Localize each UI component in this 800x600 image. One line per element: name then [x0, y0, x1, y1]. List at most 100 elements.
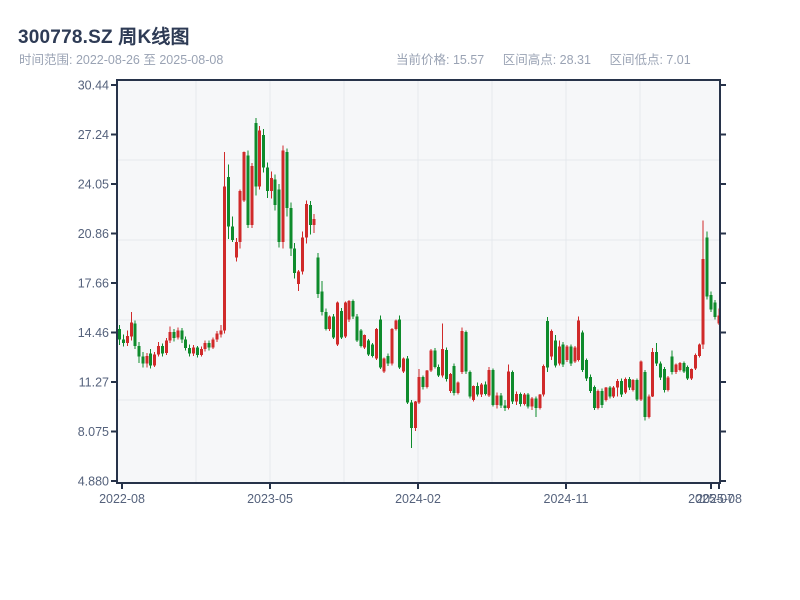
candle-body [678, 362, 682, 370]
candle-body [129, 322, 133, 337]
candle-body [530, 398, 534, 407]
candle-body [273, 179, 277, 205]
candle-body [390, 328, 394, 364]
candle-body [149, 353, 153, 366]
candle-body [382, 358, 386, 372]
candle-body [522, 394, 526, 404]
candle-body [491, 369, 495, 405]
candle-body [125, 335, 129, 343]
y-axis-label: 14.46 [78, 326, 109, 340]
candle-body [406, 358, 410, 403]
candle-body [378, 319, 382, 368]
candle-body [507, 371, 511, 408]
stat-range-high: 区间高点: 28.31 [502, 53, 591, 67]
stats-row: 当前价格: 15.57 区间高点: 28.31 区间低点: 7.01 [396, 49, 706, 68]
candle-body [553, 340, 557, 366]
candle-body [153, 354, 157, 366]
candle-body [246, 155, 250, 226]
candle-body [300, 237, 304, 272]
candle-body [402, 358, 406, 372]
candle-body [697, 344, 701, 356]
candle-body [635, 379, 639, 400]
candle-body [289, 208, 293, 249]
candle-body [316, 257, 320, 294]
candle-body [464, 331, 468, 372]
candle-body [444, 349, 448, 380]
candle-body [655, 352, 659, 364]
y-axis-label: 4.880 [78, 475, 109, 489]
candle-body [223, 186, 227, 331]
candle-body [433, 350, 437, 367]
candle-body [203, 342, 207, 349]
candle-body [250, 166, 254, 226]
candle-body [705, 237, 709, 297]
x-axis-label: 2024-11 [544, 492, 589, 506]
candle-body [604, 387, 608, 401]
candle-body [546, 321, 550, 368]
candle-body [192, 347, 196, 354]
y-axis-label: 17.66 [78, 277, 109, 291]
candle-body [304, 204, 308, 238]
candle-body [308, 204, 312, 226]
candle-body [542, 366, 546, 395]
candle-body [526, 394, 530, 407]
candle-body [238, 190, 242, 243]
candle-body [293, 248, 297, 274]
candle-body [643, 372, 647, 418]
y-axis-label: 20.86 [78, 227, 109, 241]
candle-body [297, 271, 301, 284]
candle-body [425, 370, 429, 387]
y-axis-label: 11.27 [79, 376, 109, 390]
candle-body [320, 291, 324, 312]
candle-body [592, 386, 596, 408]
candle-body [176, 330, 180, 338]
x-axis-label: 2022-08 [99, 492, 145, 506]
candle-body [258, 130, 262, 187]
candle-body [324, 311, 328, 329]
candle-body [335, 302, 339, 345]
candle-body [409, 402, 413, 429]
candle-body [686, 366, 690, 379]
candle-body [608, 387, 612, 397]
candle-body [639, 361, 643, 400]
candle-body [265, 167, 269, 191]
candle-body [690, 369, 694, 379]
candle-body [371, 344, 375, 356]
candle-body [137, 345, 141, 357]
candle-body [623, 379, 627, 393]
candle-body [647, 396, 651, 418]
candle-body [670, 356, 674, 373]
candle-body [472, 386, 476, 401]
x-axis-label: 2025-08 [696, 492, 742, 506]
candle-body [713, 302, 717, 318]
candle-body [281, 150, 285, 243]
candle-body [631, 379, 635, 391]
candle-wick [617, 379, 619, 397]
candle-body [479, 384, 483, 395]
candle-body [460, 331, 464, 373]
candle-body [180, 330, 184, 340]
candle-body [343, 302, 347, 337]
candle-body [577, 320, 581, 360]
candle-body [219, 330, 223, 335]
candle-body [549, 331, 553, 357]
candle-body [662, 369, 666, 391]
candle-body [441, 349, 445, 376]
candle-body [538, 394, 542, 408]
candle-body [164, 340, 168, 353]
candle-body [701, 259, 705, 345]
candle-body [242, 152, 246, 201]
candle-body [227, 177, 231, 227]
candle-body [211, 339, 215, 348]
candle-body [709, 294, 713, 310]
candle-body [398, 319, 402, 368]
page-title: 300778.SZ 周K线图 [18, 27, 190, 48]
candle-body [394, 320, 398, 329]
candle-body [355, 316, 359, 341]
candle-body [199, 349, 203, 356]
candle-body [511, 372, 515, 402]
candle-body [717, 315, 721, 324]
candle-body [141, 356, 145, 364]
candle-body [417, 376, 421, 403]
candle-body [651, 352, 655, 397]
